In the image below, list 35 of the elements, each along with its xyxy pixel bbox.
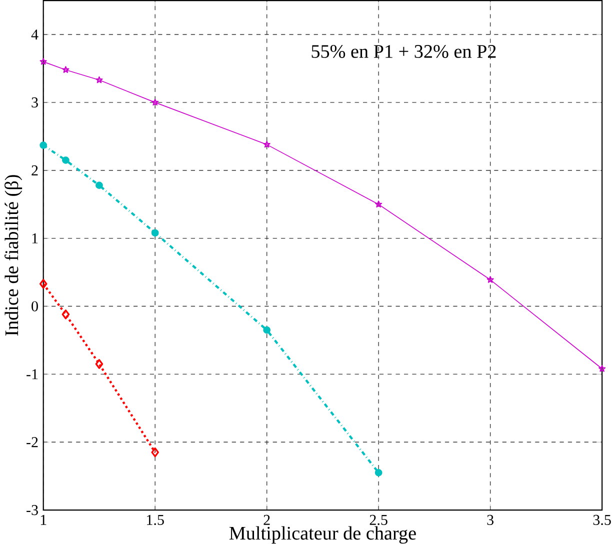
point — [486, 276, 494, 283]
x-tick-label: 3 — [487, 514, 494, 525]
x-tick-label: 1.5 — [147, 514, 164, 525]
point — [151, 447, 159, 458]
x-tick-label: 2.5 — [370, 514, 388, 525]
annotation: 55% en P1 + 32% en P2 — [312, 44, 496, 58]
y-tick-label: 2 — [32, 165, 38, 176]
point — [263, 140, 270, 148]
x-tick-label: 3.5 — [593, 514, 611, 525]
x-axis-title: Multiplicateur de charge — [229, 526, 416, 544]
point — [95, 358, 104, 369]
point — [62, 309, 70, 320]
point — [96, 76, 103, 84]
point — [62, 156, 70, 164]
y-tick-label: -2 — [26, 437, 38, 448]
y-tick-label: 1 — [32, 233, 38, 244]
point — [39, 278, 48, 289]
point — [374, 468, 382, 476]
point — [263, 326, 271, 334]
point — [151, 229, 159, 236]
point — [598, 364, 606, 372]
x-tick-label: 2 — [264, 514, 270, 525]
point — [375, 200, 382, 208]
y-axis-title: Indice de fiabilité (β) — [4, 174, 22, 336]
x-tick-label: 1 — [40, 514, 46, 525]
y-tick-label: 3 — [32, 97, 38, 108]
point — [96, 182, 103, 189]
y-tick-label: -1 — [26, 369, 38, 380]
point — [40, 58, 47, 65]
point — [152, 98, 159, 106]
y-tick-label: 0 — [32, 301, 38, 312]
point — [40, 141, 48, 149]
point — [62, 66, 70, 73]
y-tick-label: -3 — [26, 504, 38, 516]
y-tick-label: 4 — [31, 29, 38, 40]
